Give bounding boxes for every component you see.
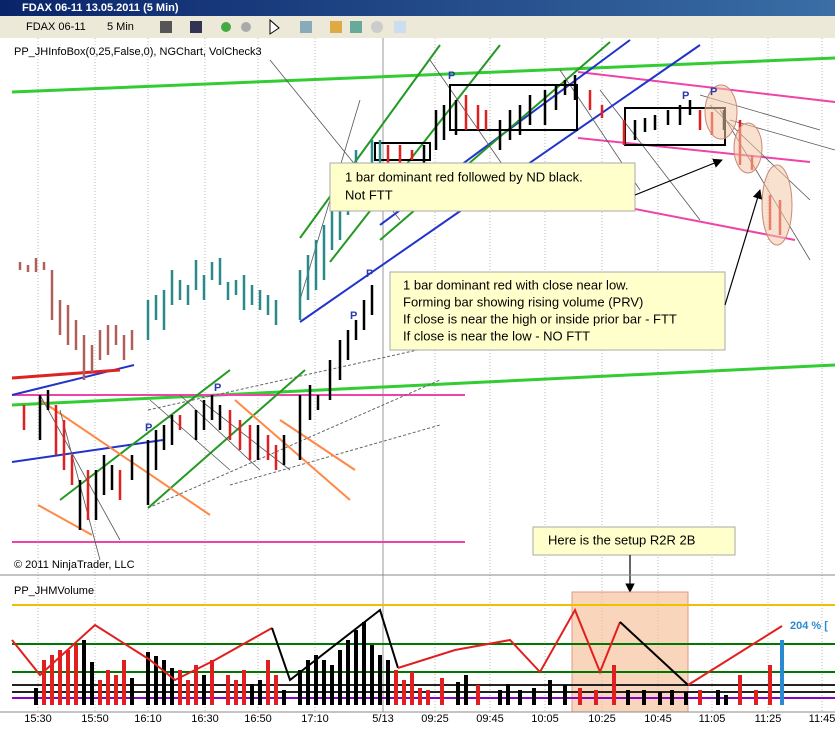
- trend-line: [39, 399, 211, 516]
- title-bar: [0, 0, 835, 16]
- pivot-markers: P P P P P P P: [145, 70, 717, 434]
- volume-zigzag: [11, 607, 783, 686]
- annotation-box: [532, 526, 736, 556]
- volume-zigzag: [687, 625, 783, 686]
- toolbar-icon: [330, 21, 342, 33]
- volume-bar: [42, 645, 772, 705]
- trend-line: [299, 44, 441, 239]
- volume-zigzag: [271, 608, 399, 682]
- window-title: FDAX 06-11 13.05.2011 (5 Min): [22, 2, 179, 14]
- boxe: [374, 142, 431, 161]
- time-grid: [37, 38, 823, 712]
- annotation-box: [389, 271, 726, 351]
- trend-line: [577, 137, 811, 163]
- time-axi: 11:25: [755, 713, 782, 725]
- time-axi: 09:45: [476, 713, 504, 725]
- trend-line: [229, 424, 441, 486]
- time-axi: 16:30: [191, 713, 219, 725]
- time-axi: 10:25: [588, 713, 616, 725]
- trend-line: [234, 399, 351, 501]
- toolbar-icon: [269, 18, 280, 35]
- toolbar-icons[interactable]: [160, 18, 406, 35]
- annotations: 1 bar dominant red followed by ND black.…: [329, 162, 736, 556]
- pivot-marker: P: [710, 86, 717, 98]
- trend-line: [329, 44, 501, 263]
- time-axi: 15:30: [24, 713, 52, 725]
- indicator-label: PP_JHMVolume: [14, 585, 94, 597]
- indicator-label: PP_JHInfoBox(0,25,False,0), NGChart, Vol…: [14, 46, 262, 58]
- trend-line: [11, 439, 164, 463]
- time-axi: 09:25: [421, 713, 449, 725]
- annotation-text: Not FTT: [345, 187, 393, 202]
- toolbar-icon: [394, 21, 406, 33]
- trend-line: [11, 368, 121, 380]
- annotation-text: 1 bar dominant red with close near low.: [403, 277, 628, 292]
- volume-zigzag: [11, 623, 273, 682]
- trend-line: [279, 419, 356, 471]
- toolbar-icon: [350, 21, 362, 33]
- time-axi: 17:10: [301, 713, 329, 725]
- trend-line: [37, 504, 93, 536]
- time-axi: 10:45: [644, 713, 672, 725]
- toolbar-icon: [241, 22, 251, 32]
- volume-readout: 204 % [: [790, 620, 828, 632]
- pivot-marker: P: [682, 90, 689, 102]
- volume-zigzag: [619, 621, 689, 686]
- time-axi: 16:10: [134, 713, 162, 725]
- arrows: [625, 158, 763, 593]
- interval-selector[interactable]: 5 Min: [107, 21, 134, 33]
- trend-line: [11, 363, 835, 407]
- volume-bars: [34, 622, 784, 705]
- highlight-ellipses: [704, 84, 793, 246]
- toolbar-icon: [190, 21, 202, 33]
- price-bar: [38, 75, 726, 530]
- price-bar: [18, 258, 134, 380]
- time-axi: 11:05: [699, 713, 726, 725]
- toolbar-icon: [160, 21, 172, 33]
- boxe: [449, 84, 578, 131]
- copyright: © 2011 NinjaTrader, LLC: [14, 559, 135, 571]
- annotation-text: Forming bar showing rising volume (PRV): [403, 294, 643, 309]
- toolbar-icon: [371, 21, 383, 33]
- annotation-text: 1 bar dominant red followed by ND black.: [345, 169, 583, 184]
- pivot-marker: P: [366, 268, 373, 280]
- highlight-ellipse: [733, 122, 763, 174]
- trend-line: [147, 379, 441, 509]
- arrow: [634, 158, 723, 196]
- pivot-marker: P: [350, 310, 357, 322]
- annotation-box: [329, 162, 636, 212]
- annotation-text: Here is the setup R2R 2B: [548, 532, 695, 547]
- arrow: [724, 189, 763, 306]
- time-axi: 11:45: [809, 713, 835, 725]
- pivot-marker: P: [214, 382, 221, 394]
- annotation-text: If close is near the low - NO FTT: [403, 328, 590, 343]
- time-axis: 15:30 15:50 16:10 16:30 16:50 17:10 5/13 09:…: [24, 713, 835, 725]
- highlight-ellipse: [704, 84, 738, 140]
- instrument-selector[interactable]: FDAX 06-11: [26, 21, 86, 33]
- trend-line: [577, 71, 835, 103]
- pivot-marker: P: [145, 422, 152, 434]
- trend-line: [11, 56, 835, 94]
- time-axi: 10:05: [531, 713, 559, 725]
- volume-bar: [34, 622, 728, 705]
- toolbar-icon: [221, 22, 231, 32]
- toolbar-icon: [300, 21, 312, 33]
- annotation-text: If close is near the high or inside prio…: [403, 311, 677, 326]
- volume-zigzag: [397, 607, 621, 675]
- price-bars: [18, 75, 782, 530]
- time-axi: 15:50: [81, 713, 109, 725]
- time-axi: 16:50: [244, 713, 272, 725]
- highlight-ellipse: [761, 164, 793, 246]
- toolbar: [0, 16, 835, 38]
- time-axi: 5/13: [372, 713, 393, 725]
- pivot-marker: P: [448, 70, 455, 82]
